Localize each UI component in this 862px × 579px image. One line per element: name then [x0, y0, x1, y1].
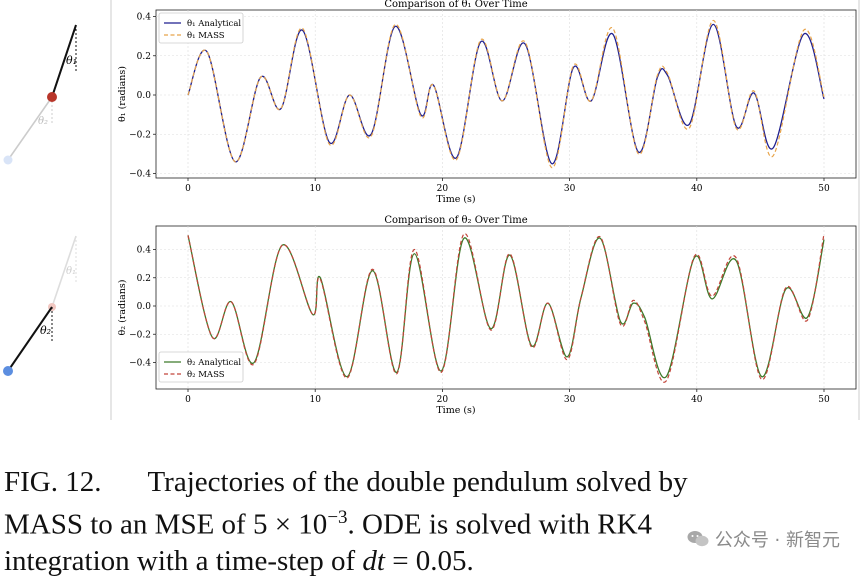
- caption-text-3b: = 0.05.: [384, 544, 474, 577]
- caption-line-3: integration with a time-step of dt = 0.0…: [4, 543, 860, 579]
- x-tick-label: 30: [564, 395, 576, 405]
- caption-math-dt: dt: [362, 544, 385, 577]
- pendulum-top: θ₁ θ₂: [3, 24, 77, 165]
- series-line-mass: [187, 19, 825, 169]
- x-tick-label: 50: [818, 395, 830, 405]
- series-line-analytical: [187, 235, 825, 379]
- x-tick-label: 10: [309, 395, 321, 405]
- y-tick-label: 0.4: [137, 246, 152, 256]
- y-tick-label: 0.4: [137, 13, 152, 23]
- caption-exponent: −3: [327, 507, 348, 528]
- x-tick-label: 40: [691, 184, 703, 194]
- caption-text-1: Trajectories of the double pendulum solv…: [147, 466, 688, 498]
- plot-frame: [155, 225, 857, 390]
- y-tick-label: −0.4: [129, 359, 151, 369]
- y-tick-label: 0.0: [137, 91, 152, 101]
- wechat-icon: [687, 531, 709, 547]
- caption-line-1: FIG. 12. Trajectories of the double pendu…: [4, 464, 860, 500]
- y-tick-label: 0.2: [137, 274, 151, 284]
- bob1: [47, 92, 57, 102]
- plot-title: Comparison of θ₁ Over Time: [384, 0, 527, 10]
- legend-label: θ₂ MASS: [187, 370, 225, 380]
- x-tick-label: 30: [564, 184, 576, 194]
- caption-text-2b: . ODE is solved with RK4: [347, 508, 653, 541]
- x-tick-label: 10: [309, 184, 321, 194]
- figure-number: FIG. 12.: [4, 466, 102, 498]
- theta2-label-bottom: θ₂: [40, 324, 51, 337]
- caption-text-2a: MASS to an MSE of 5 × 10: [4, 508, 328, 541]
- figure-caption: FIG. 12. Trajectories of the double pendu…: [4, 464, 860, 579]
- legend-label: θ₁ MASS: [187, 31, 225, 41]
- x-tick-label: 50: [818, 184, 830, 194]
- y-tick-label: −0.2: [129, 330, 151, 340]
- caption-line-2: MASS to an MSE of 5 × 10−3. ODE is solve…: [4, 500, 860, 543]
- x-axis-label: Time (s): [436, 405, 475, 416]
- y-tick-label: −0.2: [129, 130, 151, 140]
- y-axis-label: θ₂ (radians): [117, 280, 128, 336]
- watermark: 公众号 · 新智元: [687, 526, 840, 552]
- x-tick-label: 20: [437, 184, 449, 194]
- y-tick-label: 0.0: [137, 302, 152, 312]
- y-tick-label: −0.4: [129, 170, 151, 180]
- x-tick-label: 40: [691, 395, 703, 405]
- theta2-label: θ₂: [38, 116, 48, 127]
- x-tick-label: 0: [185, 184, 191, 194]
- theta2-plot: 0 10 20 30 40 50 −0.4 −0.2 0.0 0.2 0.4 Comparison o…: [117, 215, 857, 416]
- pendulum-bottom: θ₁ θ₂: [3, 235, 77, 376]
- theta1-label-faded: θ₁: [66, 266, 76, 277]
- caption-text-3a: integration with a time-step of: [4, 544, 363, 577]
- y-axis-label: θ₁ (radians): [117, 66, 128, 122]
- plot-frame: [155, 9, 857, 179]
- legend-label: θ₁ Analytical: [187, 19, 241, 29]
- theta1-plot: 0 10 20 30 40 50 −0.4 −0.2 0.0 0.2 0.4 Comparison o…: [117, 0, 857, 205]
- theta1-label: θ₁: [66, 54, 77, 67]
- legend-label: θ₂ Analytical: [187, 358, 241, 368]
- bob2-faded: [3, 155, 13, 165]
- plot-title: Comparison of θ₂ Over Time: [384, 215, 527, 226]
- figure: θ₁ θ₂ θ₁ θ₂ 0 10 20 30 40 50 −0.4 −0.2 0.0 0.2 0.4…: [3, 0, 860, 420]
- series-line-mass: [187, 233, 825, 383]
- x-axis-label: Time (s): [436, 194, 475, 205]
- x-tick-label: 0: [185, 395, 191, 405]
- x-tick-label: 20: [437, 395, 449, 405]
- y-tick-label: 0.2: [137, 52, 151, 62]
- watermark-text: 公众号 · 新智元: [714, 530, 840, 551]
- bob2: [3, 366, 13, 376]
